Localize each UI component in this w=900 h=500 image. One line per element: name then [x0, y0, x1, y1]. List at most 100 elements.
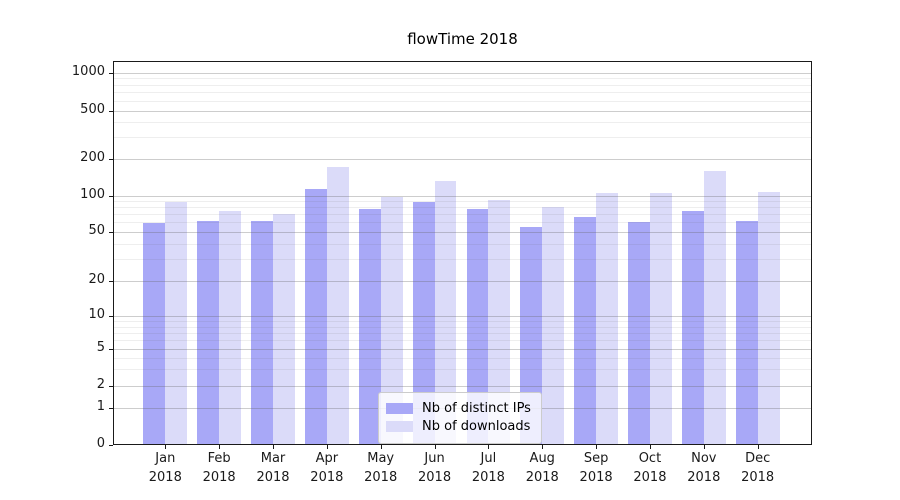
y-tick-mark — [109, 110, 113, 112]
bar-nov-s1 — [703, 171, 726, 445]
x-tick-label-jan: Jan 2018 — [133, 450, 197, 488]
year-label: 2018 — [633, 469, 667, 485]
y-tick-label: 200 — [80, 149, 105, 165]
minor-gridline — [113, 326, 812, 328]
year-label: 2018 — [310, 469, 344, 485]
major-gridline — [113, 195, 812, 197]
x-tick-mark — [488, 445, 490, 449]
x-tick-label-apr: Apr 2018 — [295, 450, 359, 488]
bar-apr-s0 — [304, 189, 327, 445]
bar-oct-s0 — [628, 221, 650, 445]
y-tick-mark — [109, 195, 113, 197]
bar-apr-s1 — [326, 167, 349, 445]
bar-jun-s0 — [412, 202, 435, 445]
bar-mar-s1 — [273, 213, 295, 445]
x-tick-mark — [542, 445, 544, 449]
legend-label: Nb of distinct IPs — [422, 401, 531, 416]
month-label: Aug — [529, 451, 555, 466]
bar-dec-s1 — [757, 192, 780, 445]
year-label: 2018 — [202, 469, 236, 485]
minor-gridline — [113, 340, 812, 342]
month-label: Sep — [583, 451, 609, 466]
major-gridline — [113, 72, 812, 74]
major-gridline — [113, 316, 812, 317]
month-label: Dec — [745, 451, 771, 466]
bar-aug-s0 — [520, 226, 543, 445]
major-gridline — [113, 349, 812, 350]
legend: Nb of distinct IPs Nb of downloads — [378, 392, 542, 444]
y-tick-label: 1000 — [71, 63, 105, 79]
legend-swatch — [386, 403, 413, 414]
y-tick-mark — [109, 281, 113, 282]
year-label: 2018 — [741, 469, 775, 485]
legend-label: Nb of downloads — [422, 419, 531, 434]
minor-gridline — [113, 357, 812, 359]
minor-gridline — [113, 92, 812, 94]
y-tick-label: 2 — [96, 376, 105, 392]
y-tick-mark — [109, 349, 113, 350]
year-label: 2018 — [418, 469, 452, 485]
bar-jan-s1 — [165, 202, 188, 445]
minor-gridline — [113, 222, 812, 224]
bar-feb-s1 — [219, 210, 242, 445]
minor-gridline — [113, 332, 812, 334]
x-tick-label-mar: Mar 2018 — [241, 450, 305, 488]
y-tick-label: 500 — [80, 101, 105, 117]
bar-aug-s1 — [542, 206, 565, 445]
minor-gridline — [113, 207, 812, 209]
x-tick-label-nov: Nov 2018 — [672, 450, 736, 488]
month-label: May — [367, 451, 395, 466]
minor-gridline — [113, 259, 812, 261]
x-tick-label-jun: Jun 2018 — [403, 450, 467, 488]
year-label: 2018 — [364, 469, 398, 485]
x-tick-label-feb: Feb 2018 — [187, 450, 251, 488]
bar-may-s0 — [358, 208, 381, 445]
x-tick-label-dec: Dec 2018 — [726, 450, 790, 488]
year-label: 2018 — [471, 469, 505, 485]
minor-gridline — [113, 122, 812, 124]
x-tick-label-aug: Aug 2018 — [510, 450, 574, 488]
x-tick-label-may: May 2018 — [349, 450, 413, 488]
year-label: 2018 — [687, 469, 721, 485]
y-tick-label: 1 — [96, 399, 105, 414]
bar-oct-s1 — [649, 193, 672, 445]
minor-gridline — [113, 369, 812, 371]
plot-area — [113, 61, 812, 445]
x-tick-mark — [326, 445, 328, 449]
month-label: Oct — [638, 451, 662, 466]
y-tick-label: 50 — [88, 223, 105, 238]
bar-feb-s0 — [197, 220, 220, 445]
x-tick-mark — [219, 445, 221, 449]
bar-mar-s0 — [251, 220, 273, 445]
bar-jun-s1 — [434, 181, 457, 445]
y-tick-mark — [109, 408, 113, 409]
x-tick-mark — [649, 445, 651, 449]
x-tick-label-jul: Jul 2018 — [456, 450, 520, 488]
x-tick-mark — [757, 445, 759, 449]
legend-swatch — [386, 421, 413, 432]
major-gridline — [113, 232, 812, 233]
minor-gridline — [113, 243, 812, 245]
legend-row: Nb of downloads — [386, 419, 531, 434]
major-gridline — [113, 110, 812, 112]
minor-gridline — [113, 137, 812, 139]
y-tick-label: 5 — [96, 340, 105, 355]
bar-dec-s0 — [735, 220, 758, 445]
x-tick-mark — [703, 445, 705, 449]
major-gridline — [113, 385, 812, 387]
bar-jul-s0 — [466, 209, 489, 445]
y-tick-mark — [109, 444, 113, 446]
y-tick-label: 10 — [88, 307, 105, 322]
month-label: Jun — [424, 451, 445, 466]
chart-title: flowTime 2018 — [407, 30, 518, 48]
y-tick-mark — [109, 72, 113, 74]
month-label: Jan — [155, 451, 176, 466]
minor-gridline — [113, 201, 812, 203]
y-tick-label: 0 — [96, 435, 105, 451]
legend-row: Nb of distinct IPs — [386, 401, 531, 416]
y-tick-mark — [109, 385, 113, 387]
bar-jan-s0 — [143, 223, 166, 445]
y-tick-label: 100 — [80, 186, 105, 202]
minor-gridline — [113, 214, 812, 216]
x-tick-mark — [165, 445, 167, 449]
